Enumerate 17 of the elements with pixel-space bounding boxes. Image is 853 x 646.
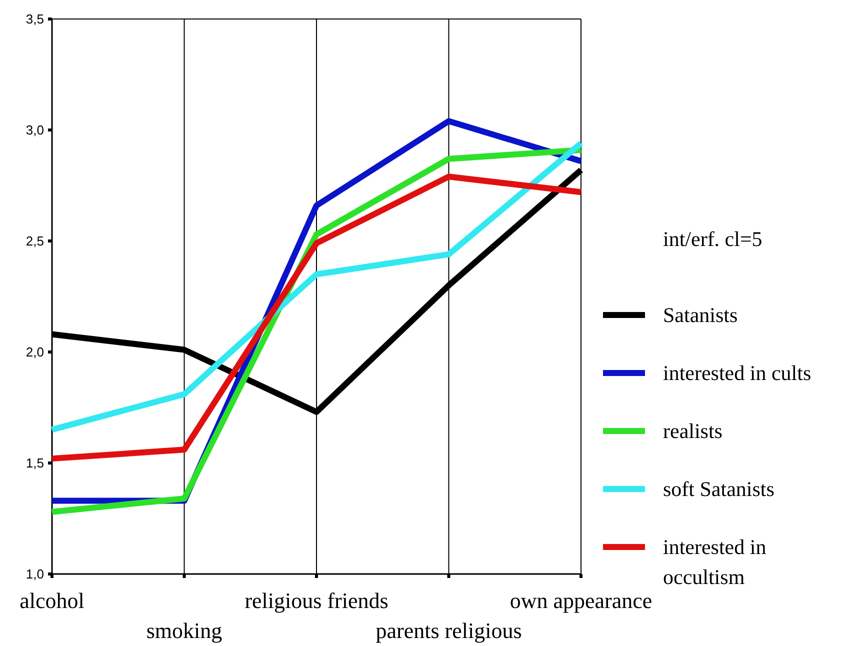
y-tick-label: 2,5 [26,234,44,249]
x-tick-label: smoking [146,618,222,643]
y-tick-label: 2,0 [26,344,44,360]
y-tick-label: 1,0 [26,566,44,582]
legend-label: Satanists [663,303,738,327]
x-tick-label: alcohol [20,588,84,613]
legend-label: realists [663,419,722,443]
x-tick-label: parents religious [376,618,522,643]
x-tick-label: religious friends [244,588,388,613]
legend-title: int/erf. cl=5 [663,227,762,251]
y-tick-label: 3,0 [26,122,44,138]
y-tick-label: 1,5 [26,456,44,471]
legend-label: interested in occultism [663,535,767,589]
x-tick-label: own appearance [510,588,652,613]
y-tick-label: 3,5 [26,12,44,27]
legend-label: soft Satanists [663,477,774,501]
legend-label: interested in cults [663,361,812,385]
